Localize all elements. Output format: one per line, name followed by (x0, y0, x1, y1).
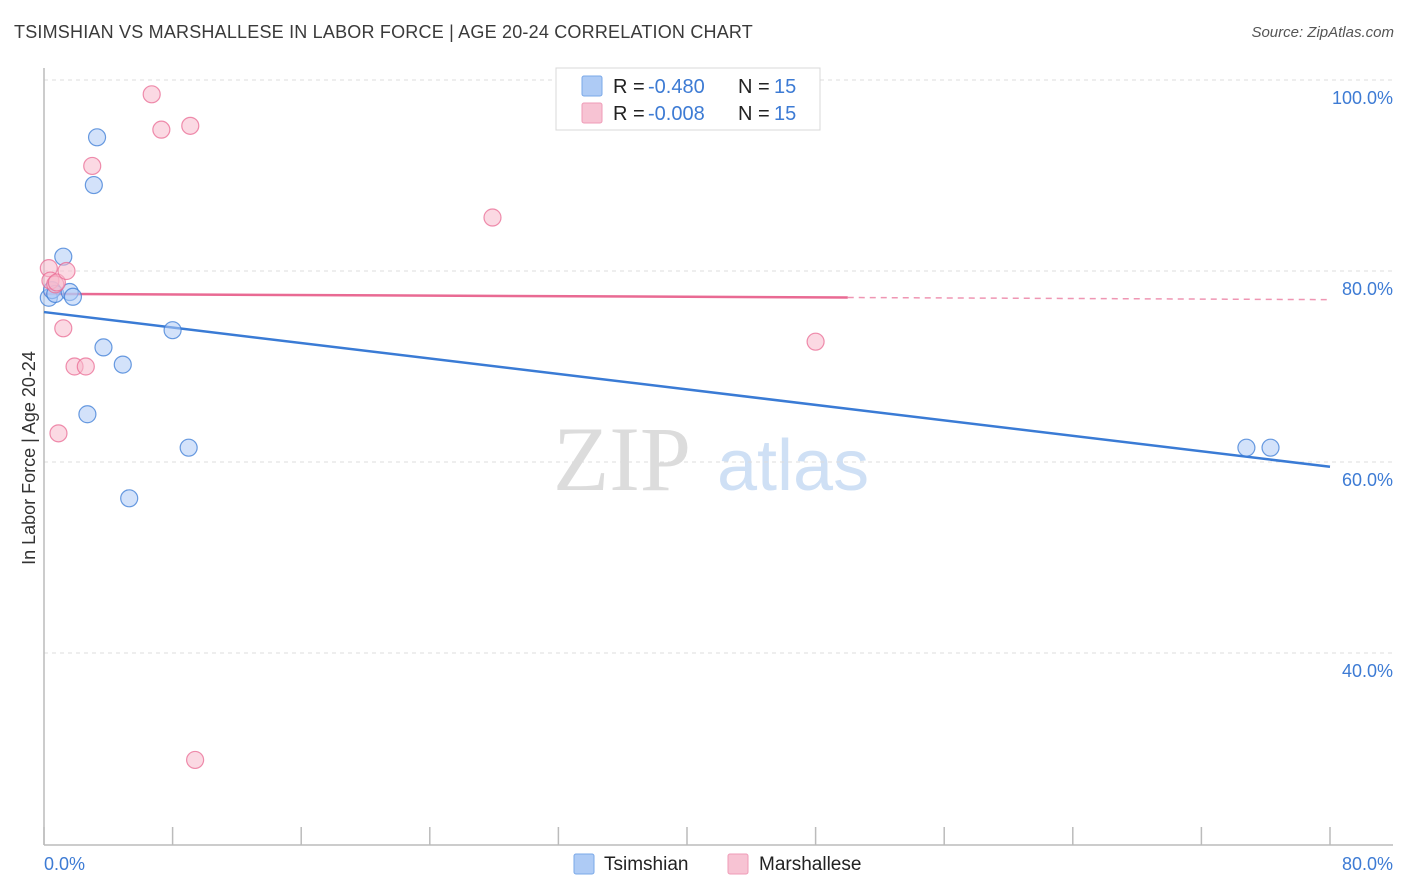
series-legend-swatch-tsimshian (573, 853, 595, 875)
point-tsimshian-10 (113, 355, 132, 374)
point-tsimshian-15 (1261, 438, 1280, 457)
legend-n-label-1: N = (738, 76, 770, 98)
point-tsimshian-9 (94, 338, 113, 357)
source-label: Source: ZipAtlas.com (1251, 24, 1394, 41)
point-tsimshian-11 (120, 489, 139, 508)
point-marshallese-6 (57, 261, 76, 281)
point-tsimshian-12 (163, 321, 182, 340)
chart-title: TSIMSHIAN VS MARSHALLESE IN LABOR FORCE … (14, 22, 753, 42)
point-tsimshian-7 (84, 175, 103, 195)
stats-legend: R = -0.480 N = 15 R = -0.008 N = 15 (555, 67, 821, 131)
x-tick-label-max: 80.0% (1342, 854, 1393, 874)
legend-r-label-2: R = (613, 103, 645, 125)
axes: 40.0% 60.0% 80.0% 100.0% (43, 68, 1393, 846)
series-legend-swatch-marshallese (727, 853, 749, 875)
point-marshallese-8 (76, 357, 95, 376)
point-tsimshian-6 (78, 405, 97, 424)
y-tick-label-80: 80.0% (1342, 279, 1393, 299)
point-tsimshian-14 (1237, 438, 1256, 457)
legend-n-value-2: 15 (774, 103, 796, 125)
point-marshallese-4 (49, 424, 68, 443)
data-points (39, 85, 1280, 770)
y-tick-label-100: 100.0% (1332, 88, 1393, 108)
legend-r-value-2: -0.008 (648, 103, 705, 125)
gridlines (44, 79, 1393, 654)
y-axis-label: In Labor Force | Age 20-24 (19, 351, 39, 565)
legend-swatch-tsimshian (581, 75, 603, 97)
y-tick-label-60: 60.0% (1342, 470, 1393, 490)
series-legend: Tsimshian Marshallese (573, 853, 861, 875)
point-marshallese-15 (806, 332, 825, 351)
point-marshallese-12 (181, 116, 200, 135)
legend-n-value-1: 15 (774, 76, 796, 98)
trend-lines (43, 292, 1331, 469)
point-marshallese-9 (83, 156, 102, 176)
point-tsimshian-8 (87, 128, 107, 147)
legend-r-value-1: -0.480 (648, 76, 705, 98)
legend-n-label-2: N = (738, 103, 770, 125)
trend-line-extension-marshallese (847, 296, 1331, 301)
point-tsimshian-5 (63, 287, 83, 306)
point-marshallese-10 (142, 85, 161, 104)
point-marshallese-13 (186, 750, 205, 770)
watermark-atlas: atlas (717, 426, 869, 506)
y-tick-label-40: 40.0% (1342, 661, 1393, 681)
point-tsimshian-13 (179, 438, 198, 457)
legend-r-label-1: R = (613, 76, 645, 98)
watermark-zip: ZIP (553, 408, 691, 510)
trend-line-marshallese (43, 292, 848, 299)
series-legend-label-tsimshian: Tsimshian (604, 854, 688, 875)
x-tick-label-min: 0.0% (44, 854, 85, 874)
point-marshallese-14 (483, 208, 502, 227)
series-legend-label-marshallese: Marshallese (759, 854, 861, 875)
legend-swatch-marshallese (581, 102, 603, 124)
point-marshallese-11 (152, 120, 171, 139)
trend-line-tsimshian (43, 310, 1331, 469)
point-marshallese-5 (54, 319, 73, 338)
